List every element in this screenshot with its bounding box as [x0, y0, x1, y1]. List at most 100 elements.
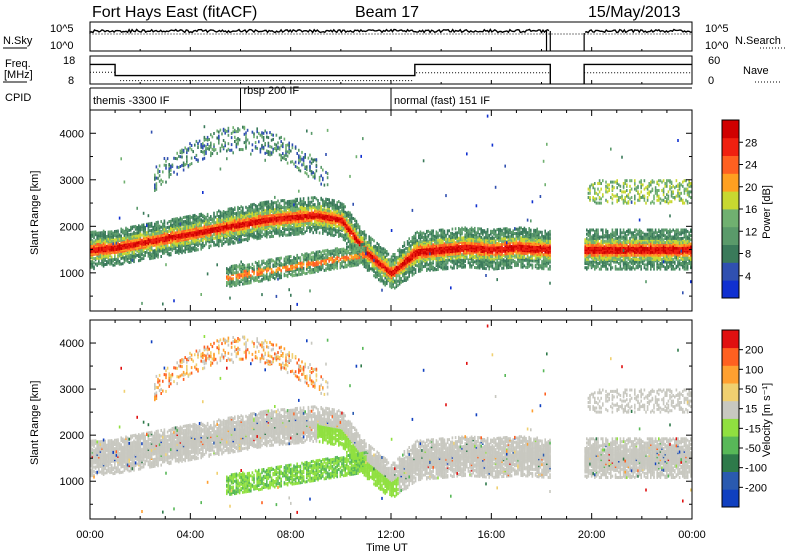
power-cell	[312, 268, 314, 271]
power-cell	[302, 200, 305, 203]
power-cell	[323, 256, 326, 260]
power-cell	[346, 242, 348, 246]
power-cell	[216, 213, 218, 217]
power-cell	[182, 216, 185, 219]
power-cell	[189, 248, 191, 252]
power-cell	[301, 205, 303, 209]
power-cell	[346, 218, 348, 222]
power-cell	[165, 226, 167, 230]
power-cell	[342, 212, 345, 216]
power-cell	[315, 267, 318, 271]
power-cell	[283, 211, 286, 215]
cpid-label: CPID	[5, 92, 31, 104]
power-cell	[309, 261, 311, 265]
power-cell	[304, 153, 306, 156]
power-cell	[226, 157, 228, 161]
power-cell	[331, 249, 334, 253]
power-cell	[344, 255, 346, 259]
power-cell	[232, 208, 234, 212]
power-cell	[150, 256, 153, 260]
power-cell	[227, 230, 230, 233]
power-cell	[258, 235, 260, 239]
power-cell	[170, 239, 172, 243]
power-cell	[106, 235, 108, 238]
power-cell	[264, 129, 266, 133]
power-cell	[397, 283, 399, 287]
power-cell	[349, 217, 351, 221]
power-cell	[256, 205, 258, 209]
power-cell	[291, 231, 294, 235]
power-cell	[299, 169, 302, 173]
power-cell	[168, 169, 170, 173]
power-cell	[178, 166, 180, 169]
power-cell	[130, 225, 132, 229]
power-cell	[160, 182, 162, 186]
power-cell	[128, 261, 130, 264]
power-cell	[320, 251, 322, 255]
power-cell	[115, 232, 118, 236]
power-cell	[230, 271, 233, 275]
power-cell	[261, 201, 263, 205]
power-cell	[136, 226, 138, 229]
power-cell	[312, 231, 314, 235]
power-cell	[160, 178, 162, 182]
power-cell	[350, 258, 353, 262]
power-cell	[131, 250, 134, 254]
power-cell	[187, 222, 190, 226]
power-cell	[245, 134, 247, 138]
power-cell	[286, 265, 289, 269]
power-cell	[218, 243, 220, 246]
power-cell	[307, 253, 310, 257]
power-cell	[296, 267, 298, 271]
power-cell	[347, 245, 350, 249]
power-cell	[358, 246, 361, 250]
power-cell	[331, 211, 334, 215]
power-cell	[218, 130, 220, 134]
power-cell	[342, 217, 345, 221]
power-cell	[280, 154, 282, 158]
power-cell	[278, 136, 281, 140]
power-cell	[243, 269, 246, 273]
power-cell	[248, 205, 250, 209]
power-cell	[323, 249, 326, 253]
power-cell	[374, 262, 377, 266]
power-cell	[368, 238, 370, 242]
power-cell	[197, 248, 199, 252]
power-cell	[296, 227, 298, 231]
power-cell	[371, 237, 374, 241]
power-cell	[147, 235, 150, 239]
power-cell	[368, 243, 370, 247]
power-cell	[349, 247, 351, 251]
power-cell	[344, 258, 346, 262]
power-cell	[141, 239, 143, 243]
power-cell	[133, 230, 135, 234]
power-cell	[277, 273, 279, 277]
power-cell	[322, 266, 324, 270]
power-cell	[349, 257, 351, 261]
power-cell	[382, 255, 385, 259]
power-cell	[168, 234, 170, 237]
power-cell	[370, 239, 372, 243]
power-cell	[275, 294, 278, 298]
power-cell	[339, 204, 342, 208]
power-cell	[259, 211, 262, 215]
power-cell	[104, 240, 106, 244]
power-cell	[227, 238, 230, 242]
power-cell	[270, 145, 273, 149]
power-cell	[261, 131, 263, 135]
power-cell	[349, 225, 351, 229]
cpid-segment-label: themis -3300 IF	[93, 95, 170, 107]
power-cell	[282, 218, 284, 222]
power-cell	[365, 259, 367, 263]
power-cell	[227, 142, 230, 146]
power-cell	[230, 131, 233, 135]
power-cell	[232, 281, 234, 285]
power-cell	[291, 270, 294, 274]
power-cell	[291, 261, 294, 265]
power-cell	[310, 196, 313, 200]
power-cell	[144, 225, 146, 229]
power-cell	[301, 271, 303, 275]
power-cell	[194, 248, 196, 252]
power-cell	[272, 234, 274, 238]
power-cell	[238, 138, 241, 142]
